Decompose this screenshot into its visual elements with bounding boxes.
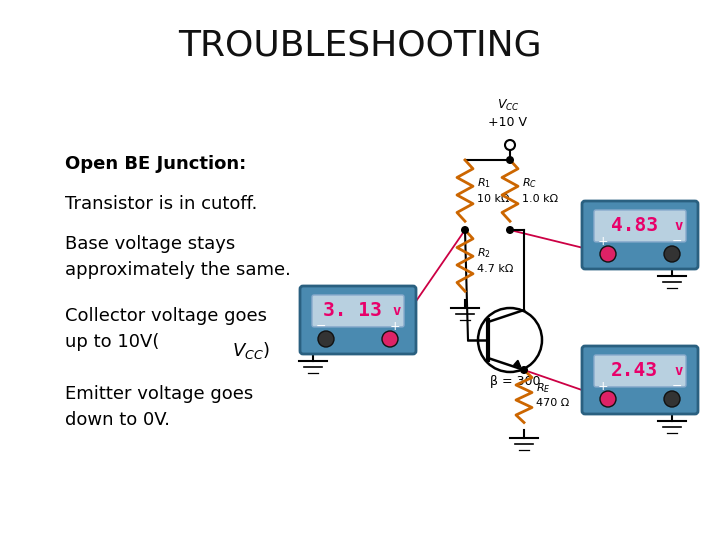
Circle shape xyxy=(461,226,469,234)
Circle shape xyxy=(664,391,680,407)
Text: −: − xyxy=(672,380,682,393)
Circle shape xyxy=(506,156,514,164)
FancyBboxPatch shape xyxy=(300,286,416,354)
Circle shape xyxy=(600,391,616,407)
Circle shape xyxy=(664,246,680,262)
FancyBboxPatch shape xyxy=(582,346,698,414)
Text: $R_C$
1.0 kΩ: $R_C$ 1.0 kΩ xyxy=(522,177,558,204)
Text: −: − xyxy=(672,235,682,248)
Circle shape xyxy=(318,331,334,347)
Text: Emitter voltage goes
down to 0V.: Emitter voltage goes down to 0V. xyxy=(65,385,253,429)
Circle shape xyxy=(478,308,542,372)
Text: Open BE Junction:: Open BE Junction: xyxy=(65,155,246,173)
Text: v: v xyxy=(674,364,683,378)
FancyBboxPatch shape xyxy=(312,295,404,327)
Text: −: − xyxy=(316,320,326,333)
Text: $V_{CC}$): $V_{CC}$) xyxy=(232,340,270,361)
Circle shape xyxy=(506,226,514,234)
Text: Base voltage stays
approximately the same.: Base voltage stays approximately the sam… xyxy=(65,235,291,279)
Text: 2.43: 2.43 xyxy=(611,361,657,381)
Circle shape xyxy=(505,140,515,150)
Text: v: v xyxy=(392,304,400,318)
Text: β = 300: β = 300 xyxy=(490,375,541,388)
Text: $R_1$
10 kΩ: $R_1$ 10 kΩ xyxy=(477,177,510,204)
FancyBboxPatch shape xyxy=(594,210,686,242)
Text: $V_{CC}$: $V_{CC}$ xyxy=(497,98,519,113)
FancyBboxPatch shape xyxy=(594,355,686,387)
FancyBboxPatch shape xyxy=(582,201,698,269)
Text: +: + xyxy=(390,320,400,333)
Text: +: + xyxy=(598,380,608,393)
Text: Collector voltage goes
up to 10V(: Collector voltage goes up to 10V( xyxy=(65,307,267,352)
Circle shape xyxy=(382,331,398,347)
Circle shape xyxy=(600,246,616,262)
Text: 4.83: 4.83 xyxy=(611,217,657,235)
Circle shape xyxy=(520,366,528,374)
Text: 3. 13: 3. 13 xyxy=(323,301,382,320)
Text: $R_E$
470 Ω: $R_E$ 470 Ω xyxy=(536,381,570,408)
Text: Transistor is in cutoff.: Transistor is in cutoff. xyxy=(65,195,257,213)
Text: +: + xyxy=(598,235,608,248)
Text: $R_2$
4.7 kΩ: $R_2$ 4.7 kΩ xyxy=(477,246,513,273)
Text: TROUBLESHOOTING: TROUBLESHOOTING xyxy=(178,28,542,62)
Text: +10 V: +10 V xyxy=(488,116,528,129)
Text: v: v xyxy=(674,219,683,233)
